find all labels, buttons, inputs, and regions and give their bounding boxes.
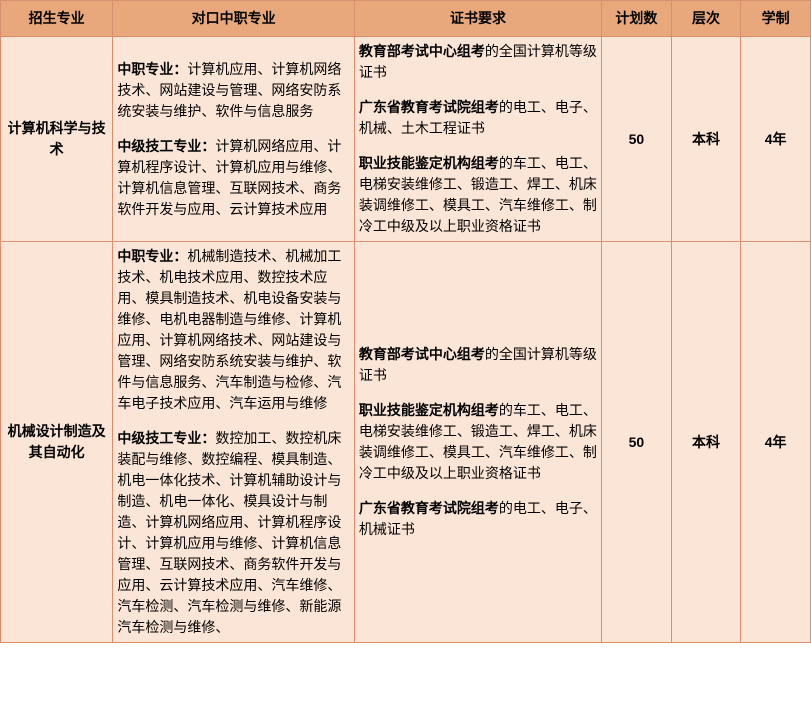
cell-duration: 4年 (741, 37, 811, 242)
cell-major: 计算机科学与技术 (1, 37, 113, 242)
col-header-level: 层次 (671, 1, 741, 37)
zhongzhi-text: 数控加工、数控机床装配与维修、数控编程、模具制造、机电一体化技术、计算机辅助设计… (117, 430, 341, 635)
cert-lead: 教育部考试中心组考 (359, 43, 485, 59)
cell-zhongzhi: 中职专业：计算机应用、计算机网络技术、网站建设与管理、网络安防系统安装与维护、软… (113, 37, 355, 242)
cert-lead: 广东省教育考试院组考 (359, 99, 499, 115)
cert-para: 教育部考试中心组考的全国计算机等级证书 (359, 344, 597, 386)
cert-para: 职业技能鉴定机构组考的车工、电工、电梯安装维修工、锻造工、焊工、机床装调维修工、… (359, 153, 597, 237)
cert-lead: 广东省教育考试院组考 (359, 500, 499, 516)
table-row: 计算机科学与技术 中职专业：计算机应用、计算机网络技术、网站建设与管理、网络安防… (1, 37, 811, 242)
table-row: 机械设计制造及其自动化 中职专业：机械制造技术、机械加工技术、机电技术应用、数控… (1, 242, 811, 643)
zhongzhi-text: 机械制造技术、机械加工技术、机电技术应用、数控技术应用、模具制造技术、机电设备安… (117, 248, 341, 411)
cert-para: 广东省教育考试院组考的电工、电子、机械证书 (359, 498, 597, 540)
col-header-cert: 证书要求 (354, 1, 601, 37)
cell-duration: 4年 (741, 242, 811, 643)
zhongzhi-lead: 中级技工专业： (117, 430, 215, 446)
zhongzhi-para: 中职专业：机械制造技术、机械加工技术、机电技术应用、数控技术应用、模具制造技术、… (117, 246, 350, 414)
col-header-plan: 计划数 (602, 1, 672, 37)
header-row: 招生专业 对口中职专业 证书要求 计划数 层次 学制 (1, 1, 811, 37)
cert-para: 教育部考试中心组考的全国计算机等级证书 (359, 41, 597, 83)
cell-zhongzhi: 中职专业：机械制造技术、机械加工技术、机电技术应用、数控技术应用、模具制造技术、… (113, 242, 355, 643)
zhongzhi-para: 中级技工专业：计算机网络应用、计算机程序设计、计算机应用与维修、计算机信息管理、… (117, 136, 350, 220)
zhongzhi-lead: 中职专业： (117, 248, 187, 264)
cert-lead: 教育部考试中心组考 (359, 346, 485, 362)
zhongzhi-para: 中职专业：计算机应用、计算机网络技术、网站建设与管理、网络安防系统安装与维护、软… (117, 59, 350, 122)
cell-plan: 50 (602, 37, 672, 242)
col-header-zhongzhi: 对口中职专业 (113, 1, 355, 37)
cell-level: 本科 (671, 242, 741, 643)
cell-plan: 50 (602, 242, 672, 643)
admissions-table: 招生专业 对口中职专业 证书要求 计划数 层次 学制 计算机科学与技术 中职专业… (0, 0, 811, 643)
zhongzhi-para: 中级技工专业：数控加工、数控机床装配与维修、数控编程、模具制造、机电一体化技术、… (117, 428, 350, 638)
zhongzhi-lead: 中级技工专业： (117, 138, 215, 154)
zhongzhi-lead: 中职专业： (117, 61, 187, 77)
cell-level: 本科 (671, 37, 741, 242)
cert-lead: 职业技能鉴定机构组考 (359, 155, 499, 171)
cell-cert: 教育部考试中心组考的全国计算机等级证书 广东省教育考试院组考的电工、电子、机械、… (354, 37, 601, 242)
cert-para: 广东省教育考试院组考的电工、电子、机械、土木工程证书 (359, 97, 597, 139)
col-header-major: 招生专业 (1, 1, 113, 37)
cell-major: 机械设计制造及其自动化 (1, 242, 113, 643)
cert-lead: 职业技能鉴定机构组考 (359, 402, 499, 418)
col-header-duration: 学制 (741, 1, 811, 37)
cell-cert: 教育部考试中心组考的全国计算机等级证书 职业技能鉴定机构组考的车工、电工、电梯安… (354, 242, 601, 643)
cert-para: 职业技能鉴定机构组考的车工、电工、电梯安装维修工、锻造工、焊工、机床装调维修工、… (359, 400, 597, 484)
